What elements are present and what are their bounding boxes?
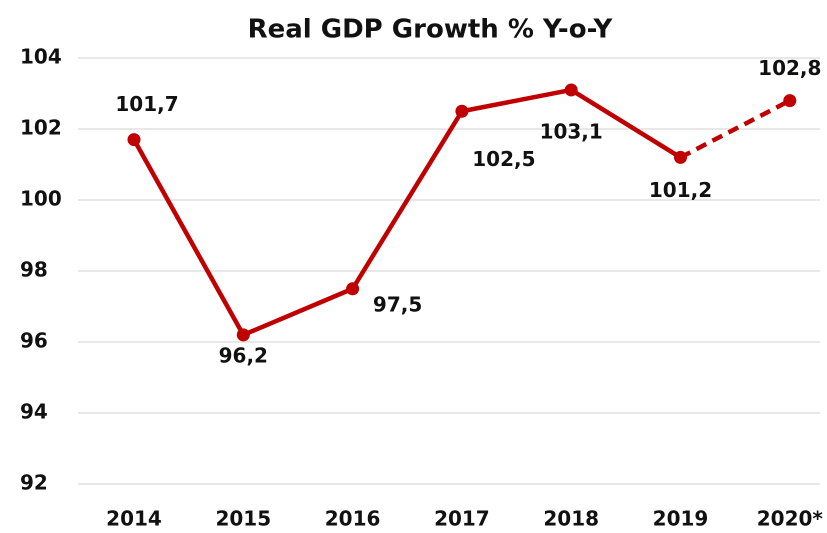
marker [564,83,578,97]
chart-title: Real GDP Growth % Y-o-Y [248,15,614,45]
data-label: 102,8 [758,56,821,80]
y-tick-label: 94 [20,400,48,424]
data-label: 97,5 [373,292,422,316]
data-label: 102,5 [472,147,535,171]
marker [783,94,797,108]
y-tick-label: 100 [20,187,62,211]
y-tick-label: 92 [20,471,48,495]
marker [346,282,360,296]
marker [455,104,469,118]
x-tick-label: 2017 [434,507,490,531]
data-label: 96,2 [219,343,268,367]
data-label: 103,1 [540,119,603,143]
x-tick-label: 2016 [325,507,381,531]
x-tick-label: 2019 [653,507,709,531]
y-tick-label: 98 [20,258,48,282]
x-tick-label: 2015 [215,507,271,531]
data-label: 101,7 [115,92,178,116]
y-tick-label: 104 [20,45,62,69]
x-tick-label: 2018 [543,507,599,531]
y-tick-label: 96 [20,329,48,353]
x-tick-label: 2014 [106,507,162,531]
data-label: 101,2 [649,178,712,202]
marker [127,133,141,147]
x-tick-label: 2020* [757,507,824,531]
y-tick-label: 102 [20,116,62,140]
dashed-line [679,98,791,160]
line [132,87,682,338]
marker [236,328,250,342]
marker [674,150,687,164]
